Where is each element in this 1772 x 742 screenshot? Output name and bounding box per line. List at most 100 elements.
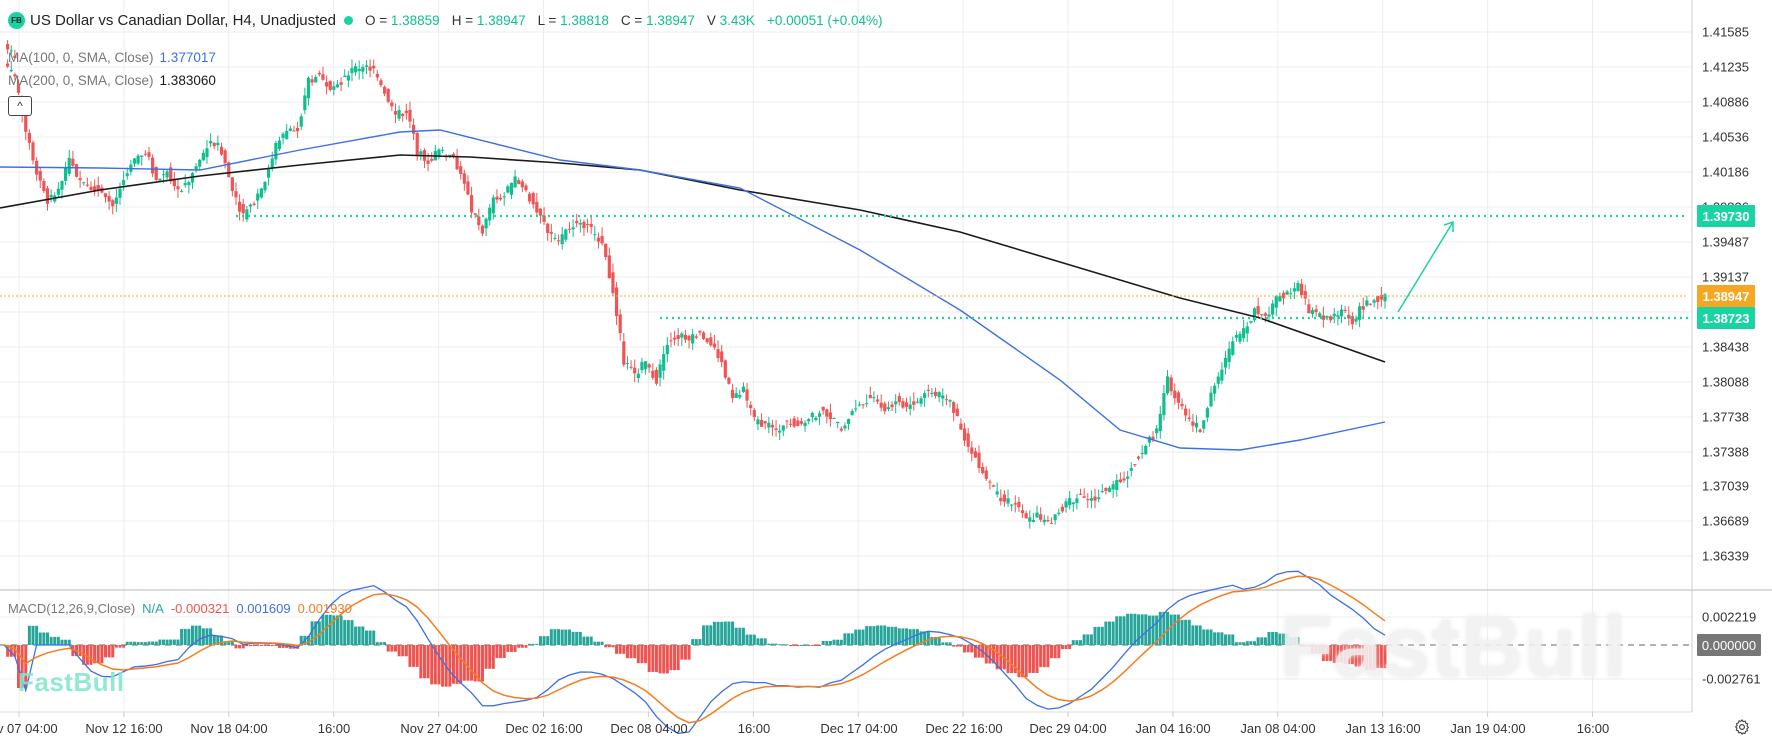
candle-body (259, 188, 263, 198)
macd-histogram-bar (640, 645, 644, 664)
macd-histogram-bar (56, 636, 60, 645)
macd-histogram-bar (694, 639, 698, 645)
candle-body (1082, 496, 1086, 498)
macd-histogram-bar (1093, 626, 1097, 645)
macd-histogram-bar (1336, 645, 1340, 663)
macd-histogram-bar (1147, 615, 1151, 645)
macd-histogram-bar (1162, 611, 1166, 645)
macd-histogram-bar (1057, 645, 1061, 659)
macd-histogram-bar (433, 645, 437, 685)
candle-body (1111, 484, 1115, 490)
candle-body (571, 227, 575, 230)
candle-body (524, 185, 528, 191)
candle-body (886, 407, 891, 410)
macd-histogram-bar (1314, 645, 1318, 654)
macd-histogram-bar (93, 645, 97, 664)
price-tick: 1.37388 (1702, 444, 1749, 460)
macd-histogram-bar (1198, 625, 1202, 645)
ma100-legend[interactable]: MA(100, 0, SMA, Close) 1.377017 (8, 50, 216, 65)
candle-body (1260, 314, 1264, 316)
macd-histogram-bar (814, 645, 818, 646)
candle-body (281, 133, 285, 138)
candle-body (720, 351, 724, 363)
macd-histogram-bar (1064, 645, 1068, 649)
macd-histogram-bar (122, 645, 126, 648)
candle-body (556, 240, 561, 242)
time-tick: Dec 08 04:00 (610, 721, 688, 736)
candle-body (361, 67, 365, 72)
macd-histogram-bar (1303, 645, 1307, 647)
macd-legend[interactable]: MACD(12,26,9,Close) N/A -0.000321 0.001609 0… (8, 601, 359, 616)
candle-body (727, 377, 731, 384)
macd-histogram-bar (24, 645, 28, 689)
macd-histogram-bar (683, 645, 687, 660)
candle-body (1336, 315, 1340, 317)
candle-body (527, 193, 532, 202)
candle-body (1002, 494, 1007, 502)
candle-body (216, 142, 220, 146)
time-tick: 16:00 (317, 721, 351, 736)
candle-body (698, 330, 702, 333)
macd-histogram-bar (941, 642, 945, 645)
settings-gear-icon[interactable] (1733, 718, 1751, 736)
candle-body (531, 193, 535, 205)
candle-body (60, 181, 64, 190)
ohlc-low: L = 1.38818 (537, 12, 609, 28)
candle-body (169, 167, 173, 182)
candle-body (74, 164, 79, 177)
collapse-legend-button[interactable]: ^ (8, 96, 32, 116)
macd-histogram-bar (1100, 626, 1104, 645)
candle-body (749, 404, 753, 409)
macd-histogram-bar (495, 645, 499, 659)
candle-body (324, 82, 329, 87)
macd-histogram-bar (473, 645, 477, 682)
macd-histogram-bar (723, 621, 727, 645)
macd-histogram-bar (571, 631, 575, 645)
macd-histogram-bar (745, 634, 749, 645)
candle-body (292, 130, 296, 132)
candle-body (538, 208, 543, 216)
candle-body (1296, 283, 1300, 292)
candle-body (151, 157, 155, 174)
candle-body (1289, 293, 1293, 295)
candle-body (1303, 291, 1307, 299)
macd-histogram-bar (1071, 640, 1075, 645)
macd-histogram-bar (477, 645, 481, 682)
macd-histogram-bar (872, 626, 876, 645)
candle-body (1115, 480, 1119, 490)
ma200-legend[interactable]: MA(200, 0, SMA, Close) 1.383060 (8, 73, 216, 88)
candle-body (1136, 456, 1141, 459)
macd-histogram-bar (1340, 645, 1344, 663)
macd-histogram-bar (129, 641, 133, 645)
candle-body (1165, 376, 1170, 394)
macd-histogram-bar (143, 642, 147, 645)
candle-body (9, 69, 13, 72)
candle-body (473, 213, 477, 215)
candle-body (1031, 520, 1036, 523)
candle-body (933, 391, 938, 396)
candle-body (1006, 498, 1010, 504)
macd-histogram-bar (379, 642, 383, 645)
price-change: +0.00051 (+0.04%) (766, 12, 883, 28)
macd-histogram-bar (502, 645, 506, 659)
macd-histogram-bar (1126, 613, 1130, 645)
candle-body (596, 237, 601, 242)
candle-body (212, 142, 216, 147)
candle-body (977, 452, 981, 469)
candle-body (752, 410, 756, 418)
candle-body (995, 491, 999, 495)
macd-histogram-bar (658, 645, 662, 674)
macd-histogram-bar (709, 625, 713, 645)
candle-body (629, 366, 633, 368)
candle-body (114, 197, 118, 204)
macd-line-value: 0.001609 (236, 601, 291, 616)
macd-histogram-bar (731, 621, 735, 645)
macd-histogram-bar (1361, 645, 1365, 667)
macd-histogram-bar (727, 621, 731, 645)
macd-histogram-bar (1216, 632, 1220, 645)
macd-histogram-bar (959, 645, 963, 647)
macd-histogram-bar (1046, 645, 1050, 668)
candle-body (274, 142, 278, 160)
candle-body (466, 181, 470, 195)
